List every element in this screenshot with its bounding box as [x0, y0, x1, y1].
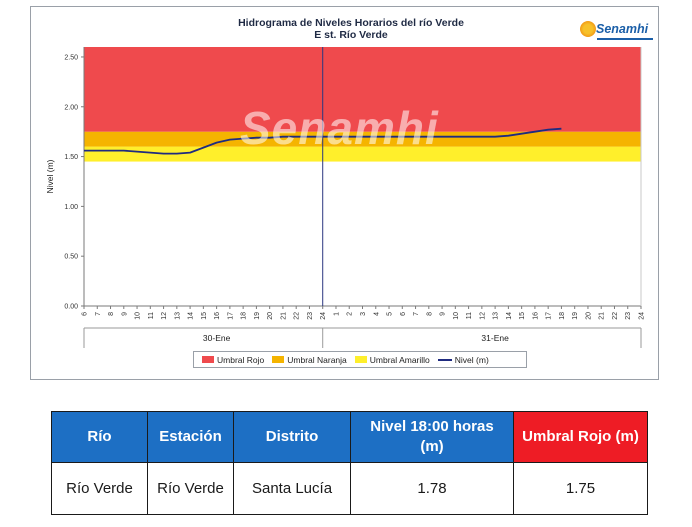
legend-item-rojo: Umbral Rojo — [202, 355, 264, 365]
chart-subtitle: E st. Río Verde — [314, 29, 388, 41]
x-tick-label: 24 — [639, 312, 646, 320]
legend-swatch-naranja — [272, 356, 285, 363]
x-tick-label: 24 — [320, 312, 327, 320]
chart-canvas: 0.00 0.50 1.00 1.50 2.00 2.50 Nivel (m) 6 7 8 9 10 1… — [45, 47, 646, 348]
x-tick-label: 23 — [625, 312, 632, 320]
table-row: Río Verde Río Verde Santa Lucía 1.78 1.7… — [51, 462, 648, 515]
header-umbral-rojo: Umbral Rojo (m) — [513, 411, 648, 463]
logo-text: Senamhi — [596, 22, 649, 36]
chart-legend: Umbral Rojo Umbral Naranja Umbral Amaril… — [193, 351, 527, 368]
senamhi-logo: Senamhi — [579, 17, 659, 47]
y-tick-label: 1.00 — [64, 204, 78, 211]
threshold-band-umbral-naranja — [84, 131, 641, 147]
legend-label-rojo: Umbral Rojo — [217, 354, 265, 365]
y-tick-label: 0.50 — [64, 254, 78, 261]
legend-swatch-rojo — [202, 356, 214, 363]
x-tick-label: 15 — [519, 312, 526, 320]
sun-icon — [580, 21, 596, 37]
x-tick-label: 6 — [400, 312, 407, 316]
x-tick-label: 16 — [532, 312, 539, 320]
table-header-row: Río Estación Distrito Nivel 18:00 horas … — [51, 411, 648, 463]
header-estacion: Estación — [147, 411, 234, 463]
day-label: 31-Ene — [481, 333, 509, 343]
x-tick-label: 11 — [466, 312, 473, 319]
x-tick-label: 2 — [347, 312, 354, 316]
x-tick-label: 7 — [413, 312, 420, 316]
legend-swatch-nivel — [437, 358, 452, 361]
threshold-band-umbral-rojo — [84, 47, 641, 132]
series-line-nivel — [84, 127, 562, 155]
y-tick-label: 1.50 — [64, 154, 78, 161]
x-tick-label: 9 — [121, 312, 128, 316]
x-tick-label: 5 — [387, 312, 394, 316]
x-tick-label: 8 — [108, 312, 115, 316]
legend-label-nivel: Nivel (m) — [454, 354, 489, 365]
legend-swatch-amarillo — [354, 356, 367, 363]
x-tick-label: 14 — [188, 312, 195, 320]
legend-item-nivel: Nivel (m) — [437, 354, 489, 365]
x-tick-label: 9 — [440, 312, 447, 316]
y-tick-label: 0.00 — [64, 304, 78, 311]
chart-title: Hidrograma de Niveles Horarios del río V… — [238, 17, 464, 29]
cell-umbral: 1.75 — [513, 462, 648, 515]
x-tick-label: 12 — [161, 312, 168, 320]
cell-distrito: Santa Lucía — [233, 462, 351, 515]
y-axis-label: Nivel (m) — [45, 159, 55, 193]
x-tick-label: 12 — [479, 312, 486, 320]
x-tick-label: 7 — [95, 312, 102, 316]
header-rio: Río — [51, 411, 148, 463]
y-tick-label: 2.50 — [64, 54, 78, 61]
x-tick-label: 1 — [333, 312, 340, 316]
x-tick-label: 22 — [612, 312, 619, 320]
legend-item-naranja: Umbral Naranja — [272, 355, 347, 365]
threshold-band-umbral-amarillo — [84, 146, 641, 162]
x-tick-label: 21 — [280, 312, 287, 320]
y-tick-label: 2.00 — [64, 104, 78, 111]
header-distrito: Distrito — [233, 411, 351, 463]
cell-nivel: 1.78 — [350, 462, 514, 515]
x-tick-label: 15 — [201, 312, 208, 320]
x-tick-label: 13 — [174, 312, 181, 320]
x-tick-label: 23 — [307, 312, 314, 320]
x-tick-label: 3 — [360, 312, 367, 316]
x-tick-label: 10 — [135, 312, 142, 320]
x-tick-label: 6 — [82, 312, 89, 316]
x-tick-label: 18 — [241, 312, 248, 320]
legend-label-amarillo: Umbral Amarillo — [369, 354, 430, 365]
x-tick-label: 14 — [506, 312, 513, 320]
x-tick-label: 8 — [426, 312, 433, 316]
legend-label-naranja: Umbral Naranja — [287, 354, 347, 365]
x-tick-label: 19 — [572, 312, 579, 320]
header-nivel: Nivel 18:00 horas (m) — [350, 411, 514, 463]
legend-item-amarillo: Umbral Amarillo — [354, 354, 430, 365]
hydrograph-chart: 0.00 0.50 1.00 1.50 2.00 2.50 Nivel (m) 6 7 8 9 10 1… — [30, 6, 659, 380]
logo-underline — [597, 38, 653, 40]
x-tick-label: 4 — [373, 312, 380, 316]
cell-estacion: Río Verde — [147, 462, 234, 515]
x-tick-label: 10 — [453, 312, 460, 320]
river-level-table: Río Estación Distrito Nivel 18:00 horas … — [51, 411, 648, 515]
x-tick-label: 20 — [585, 312, 592, 320]
x-tick-label: 20 — [267, 312, 274, 320]
x-tick-label: 18 — [559, 312, 566, 320]
x-tick-label: 11 — [148, 312, 155, 319]
x-tick-label: 17 — [227, 312, 234, 320]
cell-rio: Río Verde — [51, 462, 148, 515]
x-tick-label: 17 — [546, 312, 553, 320]
x-tick-label: 22 — [294, 312, 301, 320]
x-tick-label: 13 — [493, 312, 500, 320]
x-tick-label: 16 — [214, 312, 221, 320]
x-tick-label: 19 — [254, 312, 261, 320]
day-label: 30-Ene — [203, 333, 231, 343]
x-tick-label: 21 — [599, 312, 606, 320]
